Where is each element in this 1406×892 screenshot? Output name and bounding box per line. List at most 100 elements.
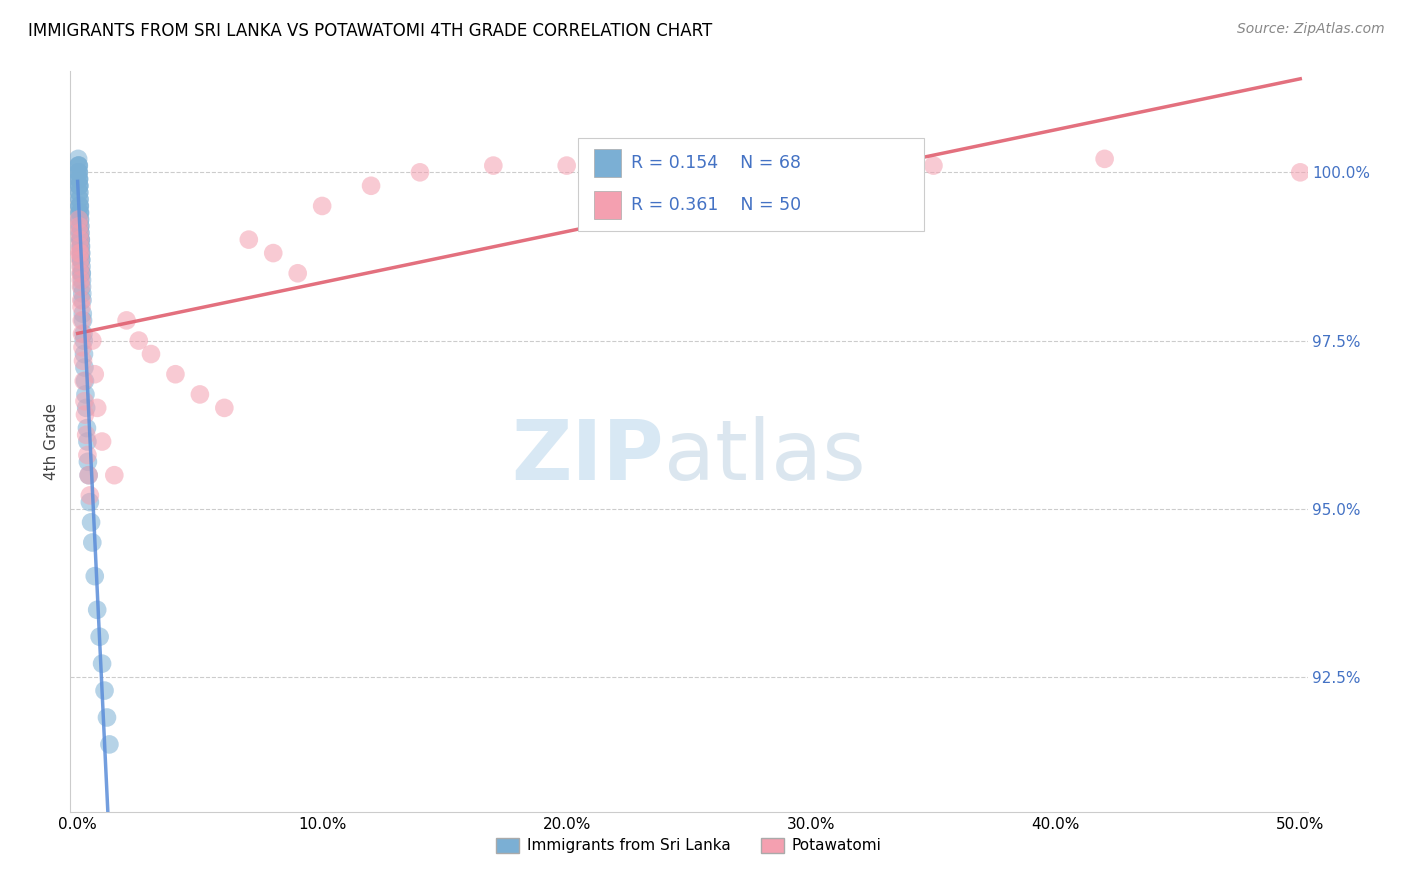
Point (67, 165, 90, 179)
Point (73, 347, 96, 361)
Point (262, 246, 284, 260)
Point (69, 246, 91, 260)
Point (69, 233, 91, 247)
Point (69, 260, 91, 274)
Point (72, 353, 94, 368)
Point (67, 165, 90, 179)
Point (69, 226, 91, 240)
Point (72, 293, 94, 308)
Point (69, 273, 91, 287)
Point (83, 368, 105, 382)
Point (69, 246, 91, 260)
Point (67, 178, 90, 193)
Point (73, 374, 96, 388)
Point (69, 252, 91, 267)
Point (287, 266, 309, 280)
Point (69, 205, 91, 219)
Point (482, 159, 505, 173)
Point (67, 212, 90, 227)
Point (76, 448, 98, 462)
Point (72, 340, 94, 354)
Point (69, 192, 91, 206)
Point (83, 569, 105, 583)
Point (72, 307, 94, 321)
Point (70, 279, 93, 293)
Point (91, 657, 114, 671)
Point (77, 468, 100, 483)
Point (67, 199, 90, 213)
Point (70, 239, 93, 253)
Point (86, 603, 108, 617)
Point (70, 313, 93, 327)
Text: atlas: atlas (664, 416, 866, 497)
Bar (593, 191, 621, 219)
Point (67, 186, 90, 200)
Point (800, 165, 823, 179)
Point (69, 239, 91, 253)
Bar (593, 149, 621, 177)
Point (360, 178, 382, 193)
Point (80, 516, 103, 530)
Point (69, 239, 91, 253)
Text: ZIP: ZIP (512, 416, 664, 497)
Point (555, 159, 578, 173)
Point (79, 488, 101, 502)
Point (72, 286, 94, 301)
Point (69, 233, 91, 247)
Legend: Immigrants from Sri Lanka, Potawatomi: Immigrants from Sri Lanka, Potawatomi (491, 831, 887, 860)
Point (72, 326, 94, 341)
Point (82, 535, 104, 549)
Point (67, 172, 90, 186)
Point (89, 630, 111, 644)
Point (67, 246, 90, 260)
Point (93, 683, 115, 698)
Point (70, 266, 93, 280)
Point (67, 219, 90, 234)
Point (82, 334, 104, 348)
Point (67, 172, 90, 186)
Point (96, 710, 118, 724)
Point (67, 192, 90, 206)
Point (103, 468, 125, 483)
Point (69, 212, 91, 227)
Point (69, 233, 91, 247)
Point (67, 165, 90, 179)
Point (77, 468, 100, 483)
Point (69, 199, 91, 213)
Point (86, 401, 108, 415)
Point (165, 368, 187, 382)
Point (75, 427, 97, 442)
Point (69, 205, 91, 219)
Point (69, 219, 91, 234)
Point (67, 152, 90, 166)
Point (69, 233, 91, 247)
Point (69, 266, 91, 280)
Point (1289, 165, 1312, 179)
Point (76, 421, 98, 435)
Point (1094, 152, 1116, 166)
Text: R = 0.361    N = 50: R = 0.361 N = 50 (631, 196, 801, 214)
Point (139, 347, 162, 361)
Point (67, 172, 90, 186)
FancyBboxPatch shape (578, 138, 924, 230)
Point (70, 246, 93, 260)
Point (628, 165, 651, 179)
Point (76, 434, 98, 449)
Point (79, 495, 101, 509)
Point (128, 334, 150, 348)
Point (77, 455, 100, 469)
Point (70, 252, 93, 267)
Point (98, 738, 121, 752)
Point (69, 226, 91, 240)
Point (67, 178, 90, 193)
Point (69, 226, 91, 240)
Point (238, 233, 260, 247)
Point (922, 159, 945, 173)
Point (73, 374, 96, 388)
Point (69, 205, 91, 219)
Point (67, 159, 90, 173)
Point (69, 219, 91, 234)
Point (67, 159, 90, 173)
Point (70, 266, 93, 280)
Point (70, 273, 93, 287)
